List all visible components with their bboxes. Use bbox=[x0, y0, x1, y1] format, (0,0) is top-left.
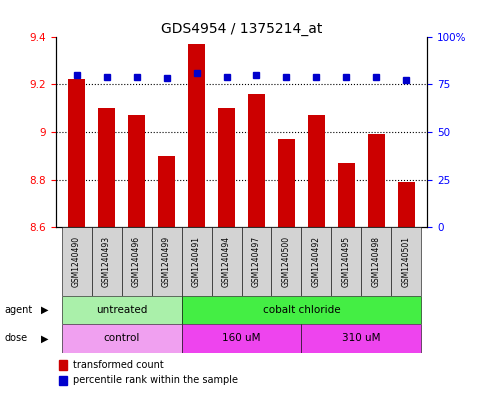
Bar bbox=[242, 227, 271, 296]
Bar bbox=[338, 163, 355, 227]
Bar bbox=[61, 296, 182, 324]
Text: ▶: ▶ bbox=[41, 305, 49, 315]
Text: GSM1240501: GSM1240501 bbox=[402, 236, 411, 287]
Bar bbox=[271, 227, 301, 296]
Text: ▶: ▶ bbox=[41, 333, 49, 343]
Text: GSM1240500: GSM1240500 bbox=[282, 236, 291, 287]
Bar bbox=[361, 227, 391, 296]
Text: control: control bbox=[103, 333, 140, 343]
Bar bbox=[301, 324, 422, 353]
Bar bbox=[278, 139, 295, 227]
Text: transformed count: transformed count bbox=[73, 360, 164, 370]
Title: GDS4954 / 1375214_at: GDS4954 / 1375214_at bbox=[161, 22, 322, 35]
Bar bbox=[248, 94, 265, 227]
Bar bbox=[182, 324, 301, 353]
Text: GSM1240498: GSM1240498 bbox=[372, 236, 381, 287]
Text: agent: agent bbox=[5, 305, 33, 315]
Text: GSM1240492: GSM1240492 bbox=[312, 236, 321, 287]
Text: 310 uM: 310 uM bbox=[342, 333, 381, 343]
Bar bbox=[61, 324, 182, 353]
Text: GSM1240491: GSM1240491 bbox=[192, 236, 201, 287]
Text: 160 uM: 160 uM bbox=[222, 333, 261, 343]
Bar bbox=[182, 227, 212, 296]
Bar bbox=[68, 79, 85, 227]
Bar bbox=[391, 227, 422, 296]
Text: percentile rank within the sample: percentile rank within the sample bbox=[73, 375, 238, 386]
Bar bbox=[308, 115, 325, 227]
Text: cobalt chloride: cobalt chloride bbox=[263, 305, 341, 315]
Bar bbox=[92, 227, 122, 296]
Text: GSM1240495: GSM1240495 bbox=[342, 236, 351, 287]
Bar bbox=[188, 44, 205, 227]
Text: GSM1240494: GSM1240494 bbox=[222, 236, 231, 287]
Bar bbox=[158, 156, 175, 227]
Bar bbox=[59, 360, 68, 370]
Text: GSM1240497: GSM1240497 bbox=[252, 236, 261, 287]
Bar bbox=[61, 227, 92, 296]
Text: GSM1240490: GSM1240490 bbox=[72, 236, 81, 287]
Bar bbox=[212, 227, 242, 296]
Bar bbox=[301, 227, 331, 296]
Bar bbox=[98, 108, 115, 227]
Text: GSM1240493: GSM1240493 bbox=[102, 236, 111, 287]
Bar bbox=[218, 108, 235, 227]
Text: GSM1240499: GSM1240499 bbox=[162, 236, 171, 287]
Bar bbox=[368, 134, 385, 227]
Text: untreated: untreated bbox=[96, 305, 147, 315]
Bar bbox=[128, 115, 145, 227]
Text: dose: dose bbox=[5, 333, 28, 343]
Bar bbox=[122, 227, 152, 296]
Bar bbox=[398, 182, 415, 227]
Bar bbox=[331, 227, 361, 296]
Bar bbox=[152, 227, 182, 296]
Bar bbox=[182, 296, 422, 324]
Bar bbox=[59, 376, 68, 385]
Text: GSM1240496: GSM1240496 bbox=[132, 236, 141, 287]
